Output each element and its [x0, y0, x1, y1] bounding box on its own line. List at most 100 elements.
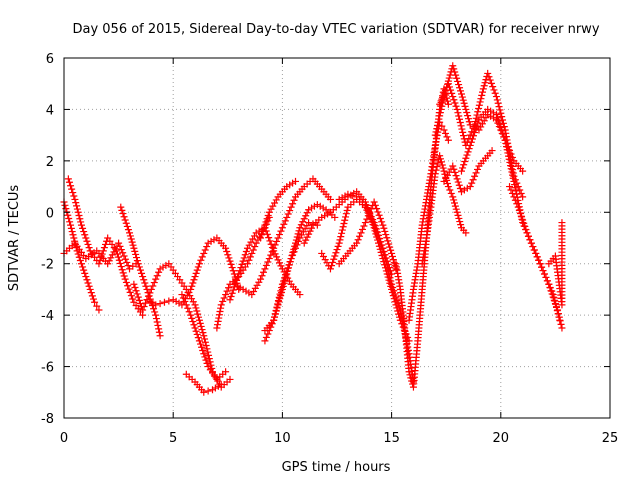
- data-point: [341, 216, 349, 224]
- data-point: [330, 255, 338, 263]
- data-point: [456, 119, 464, 127]
- data-point: [431, 131, 439, 139]
- data-point: [437, 158, 445, 166]
- data-point: [519, 216, 527, 224]
- data-point: [520, 219, 528, 227]
- data-point: [455, 214, 463, 222]
- data-point: [511, 196, 519, 204]
- data-point: [265, 327, 273, 335]
- data-point: [455, 112, 463, 120]
- y-tick-label: -8: [41, 412, 54, 427]
- data-point: [511, 181, 519, 189]
- data-point: [252, 239, 260, 247]
- data-point: [69, 231, 77, 239]
- data-point: [225, 284, 233, 292]
- data-point: [440, 90, 448, 98]
- data-point: [116, 259, 124, 267]
- data-point: [124, 226, 132, 234]
- data-point: [321, 256, 329, 264]
- data-point: [332, 249, 340, 257]
- data-point: [290, 196, 298, 204]
- data-point: [464, 148, 472, 156]
- data-point: [222, 368, 230, 376]
- x-tick-label: 25: [602, 431, 619, 446]
- data-point: [193, 330, 201, 338]
- data-point: [84, 279, 92, 287]
- data-point: [390, 287, 398, 295]
- data-point: [503, 146, 511, 154]
- data-point: [205, 355, 213, 363]
- data-point: [449, 93, 457, 101]
- data-point: [152, 301, 160, 309]
- data-point: [147, 298, 155, 306]
- data-point: [437, 155, 445, 163]
- data-point: [444, 100, 452, 108]
- data-point: [200, 332, 208, 340]
- data-point: [472, 169, 480, 177]
- data-point: [462, 229, 470, 237]
- data-point: [448, 89, 456, 97]
- data-point: [193, 266, 201, 274]
- data-point: [532, 249, 540, 257]
- data-point: [191, 301, 199, 309]
- data-point: [364, 207, 372, 215]
- data-point: [470, 132, 477, 140]
- data-point: [511, 184, 519, 192]
- data-point: [271, 241, 279, 249]
- data-point: [385, 240, 393, 248]
- data-point: [262, 333, 270, 341]
- data-point: [387, 246, 395, 254]
- data-point: [228, 264, 236, 272]
- data-point: [246, 253, 254, 261]
- data-point: [392, 293, 400, 301]
- data-point: [363, 204, 371, 212]
- data-point: [431, 170, 439, 178]
- data-point: [337, 233, 345, 241]
- data-point: [216, 307, 224, 315]
- data-point: [153, 272, 161, 280]
- data-point: [454, 109, 462, 117]
- y-tick-label: -6: [41, 361, 54, 376]
- data-point: [382, 231, 390, 239]
- data-point: [83, 237, 91, 245]
- data-point: [136, 266, 144, 274]
- data-point: [140, 276, 148, 284]
- data-point: [474, 119, 482, 127]
- data-point: [381, 227, 389, 235]
- data-point: [493, 96, 501, 104]
- data-point: [273, 253, 281, 261]
- data-point: [367, 213, 375, 221]
- data-point: [160, 298, 168, 306]
- data-point: [286, 207, 294, 215]
- data-point: [198, 343, 206, 351]
- data-point: [369, 216, 377, 224]
- data-point: [551, 297, 559, 305]
- data-point: [466, 183, 474, 191]
- data-point: [468, 179, 476, 187]
- data-point: [542, 273, 550, 281]
- data-point: [438, 122, 446, 130]
- data-point: [126, 288, 134, 296]
- data-point: [290, 248, 298, 256]
- data-point: [552, 300, 560, 308]
- data-point: [66, 218, 74, 226]
- data-point: [202, 356, 210, 364]
- series-prn-y: [457, 105, 566, 332]
- data-point: [452, 205, 460, 213]
- data-point: [498, 113, 506, 121]
- data-point: [451, 68, 459, 76]
- data-point: [153, 318, 161, 326]
- data-point: [215, 311, 223, 319]
- data-point: [338, 229, 346, 237]
- data-point: [280, 220, 288, 228]
- data-point: [433, 163, 441, 171]
- data-point: [505, 155, 513, 163]
- series-prn-b: [60, 198, 103, 314]
- data-point: [285, 261, 293, 269]
- data-point: [443, 133, 451, 141]
- data-point: [447, 86, 455, 94]
- data-point: [552, 303, 560, 311]
- data-point: [278, 284, 286, 292]
- data-point: [195, 316, 203, 324]
- data-point: [272, 196, 280, 204]
